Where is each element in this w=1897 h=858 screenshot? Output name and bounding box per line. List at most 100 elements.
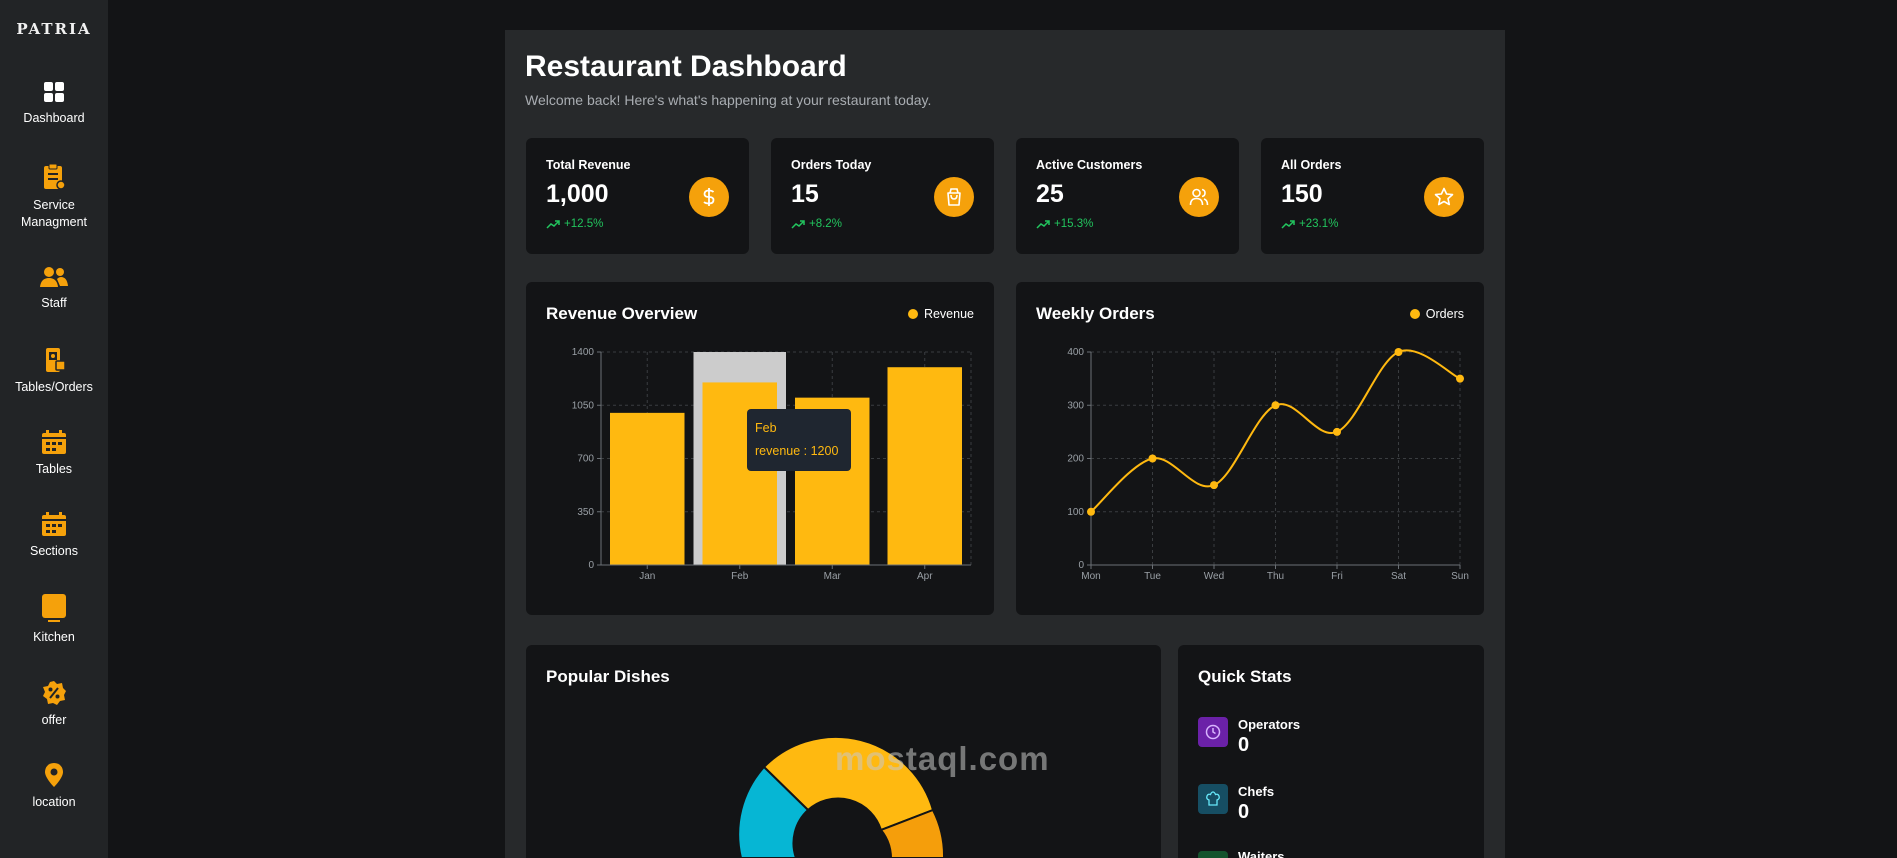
- tooltip-value: revenue : 1200: [755, 444, 839, 458]
- y-tick-label: 0: [1078, 560, 1084, 571]
- sidebar-item-service-managment[interactable]: Service Managment: [0, 163, 108, 231]
- dollar-icon: [703, 188, 715, 206]
- stat-card-all-orders: All Orders 150 +23.1%: [1261, 138, 1484, 254]
- popular-dishes-donut[interactable]: [526, 645, 1161, 858]
- donut-slice[interactable]: [879, 808, 946, 858]
- trending-up-icon: [1281, 219, 1295, 229]
- map-pin-icon: [45, 763, 63, 787]
- legend-label: Orders: [1425, 307, 1464, 321]
- clipboard-icon: [44, 163, 66, 190]
- stat-label: All Orders: [1281, 158, 1342, 172]
- sidebar-item-sections[interactable]: Sections: [0, 511, 108, 560]
- sidebar-item-tables[interactable]: Tables: [0, 429, 108, 478]
- qs-label: Waiters: [1238, 849, 1285, 858]
- shopping-bag-icon: [947, 188, 961, 206]
- qs-value: 0: [1238, 734, 1250, 756]
- sidebar-item-kitchen[interactable]: Kitchen: [0, 593, 108, 646]
- point-fri: [1333, 427, 1341, 436]
- stat-change: +12.5%: [546, 218, 603, 230]
- sidebar-item-tables-orders[interactable]: Tables/Orders: [0, 347, 108, 396]
- point-sun: [1456, 374, 1464, 383]
- chart-tooltip: Feb revenue : 1200: [747, 409, 851, 471]
- qs-icon: [1198, 717, 1228, 747]
- orders-legend: Orders: [1409, 307, 1464, 321]
- stat-value: 15: [791, 180, 819, 208]
- users-icon: [40, 267, 68, 287]
- stat-change-value: +15.3%: [1054, 218, 1094, 230]
- point-tue: [1148, 454, 1157, 463]
- x-tick-label: Sun: [1451, 571, 1469, 582]
- x-tick-label: Mon: [1081, 571, 1100, 582]
- x-tick-label: Jan: [639, 571, 655, 582]
- legend-dot: [907, 309, 918, 319]
- y-tick-label: 100: [1067, 507, 1084, 518]
- point-thu: [1271, 401, 1280, 410]
- revenue-chart-title: Revenue Overview: [546, 304, 698, 323]
- y-tick-label: 0: [588, 560, 594, 571]
- users-icon: [1189, 188, 1209, 206]
- main-panel: Restaurant Dashboard Welcome back! Here'…: [505, 30, 1505, 858]
- bar-apr: [887, 367, 962, 565]
- dashboard-grid-icon: [44, 82, 64, 102]
- sidebar: PATRIA Dashboard Service Managment Staff…: [0, 0, 108, 858]
- qs-icon: [1198, 784, 1228, 814]
- sidebar-item-label: Sections: [30, 544, 78, 558]
- trending-up-icon: [791, 219, 805, 229]
- popular-dishes-title: Popular Dishes: [546, 667, 670, 686]
- stat-icon: [689, 177, 729, 217]
- quick-stats-card: Quick Stats Operators 0 Chefs 0: [1178, 645, 1484, 858]
- stat-change: +23.1%: [1281, 218, 1338, 230]
- revenue-chart-card: Revenue Overview Revenue 0 350 700 1050 1400…: [526, 282, 994, 615]
- trending-up-icon: [546, 219, 560, 229]
- quick-stat-chefs: Chefs 0: [1198, 784, 1274, 824]
- calendar-icon: [42, 430, 66, 454]
- sidebar-item-dashboard[interactable]: Dashboard: [0, 80, 108, 127]
- y-tick-label: 1400: [572, 347, 595, 358]
- page-title: Restaurant Dashboard: [525, 50, 847, 83]
- y-tick-label: 200: [1067, 454, 1084, 465]
- stat-value: 1,000: [546, 180, 609, 208]
- tooltip-month: Feb: [755, 421, 777, 435]
- stat-label: Orders Today: [791, 158, 872, 172]
- quick-stats-title: Quick Stats: [1198, 667, 1292, 686]
- watermark: mostaql.com: [835, 740, 1050, 777]
- sidebar-item-label: offer: [41, 713, 67, 727]
- trending-up-icon: [1036, 219, 1050, 229]
- point-sat: [1394, 348, 1403, 356]
- sidebar-item-label: Service Managment: [20, 198, 87, 229]
- donut-slice[interactable]: [762, 735, 935, 832]
- sidebar-item-label: Dashboard: [23, 111, 85, 125]
- percent-badge-icon: [43, 681, 66, 705]
- stat-change-value: +8.2%: [809, 218, 842, 230]
- sidebar-item-staff[interactable]: Staff: [0, 265, 108, 312]
- revenue-legend: Revenue: [907, 307, 974, 321]
- qs-label: Chefs: [1238, 784, 1275, 799]
- x-tick-label: Fri: [1331, 571, 1343, 582]
- qs-icon: [1198, 851, 1228, 858]
- sidebar-item-label: Staff: [41, 296, 67, 310]
- sidebar-item-label: Tables/Orders: [15, 380, 93, 394]
- revenue-bar-chart[interactable]: 0 350 700 1050 1400 Jan Feb Mar Apr: [526, 282, 994, 615]
- stat-icon: [1179, 177, 1219, 217]
- stat-card-total-revenue: Total Revenue 1,000 +12.5%: [526, 138, 749, 254]
- popular-dishes-card: Popular Dishes: [526, 645, 1161, 858]
- x-tick-label: Wed: [1204, 571, 1224, 582]
- brand-logo: PATRIA: [16, 20, 92, 38]
- stat-change-value: +23.1%: [1299, 218, 1339, 230]
- y-tick-label: 300: [1067, 400, 1084, 411]
- sidebar-item-location[interactable]: location: [0, 762, 108, 811]
- stat-icon: [1424, 177, 1464, 217]
- x-tick-label: Thu: [1267, 571, 1284, 582]
- phone-order-icon: [46, 348, 66, 372]
- x-tick-label: Tue: [1144, 571, 1161, 582]
- orders-line-chart[interactable]: 0 100 200 300 400 Mon Tue Wed Thu Fri Sat Sun: [1016, 282, 1484, 615]
- x-tick-label: Apr: [917, 571, 933, 582]
- donut-slice[interactable]: [737, 765, 810, 858]
- page-subtitle: Welcome back! Here's what's happening at…: [525, 92, 932, 108]
- y-tick-label: 700: [577, 454, 594, 465]
- x-tick-label: Sat: [1391, 571, 1406, 582]
- stat-change: +8.2%: [791, 218, 842, 230]
- sidebar-item-offer[interactable]: offer: [0, 680, 108, 729]
- y-tick-label: 350: [577, 507, 594, 518]
- x-tick-label: Feb: [731, 571, 749, 582]
